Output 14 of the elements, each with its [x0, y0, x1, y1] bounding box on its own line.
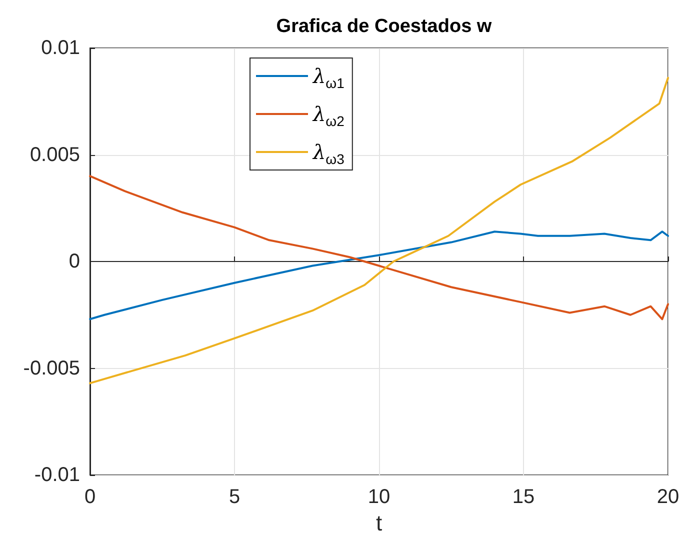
- y-tick-label: 0.005: [30, 144, 80, 166]
- y-tick-label: -0.01: [34, 464, 80, 486]
- x-tick-label: 5: [228, 486, 240, 508]
- chart-title: Grafica de Coestados w: [276, 16, 492, 37]
- x-tick-label: 15: [512, 486, 535, 508]
- x-tick-label: 20: [656, 486, 680, 508]
- x-tick-label: 10: [368, 486, 390, 508]
- y-tick-label: 0.01: [41, 37, 80, 59]
- x-tick-label: 0: [84, 486, 96, 508]
- line-series: [89, 175, 669, 320]
- line-series: [89, 230, 669, 320]
- x-axis-title: t: [376, 510, 382, 536]
- y-tick-label: 0: [68, 250, 80, 272]
- y-tick-label: -0.005: [23, 357, 80, 380]
